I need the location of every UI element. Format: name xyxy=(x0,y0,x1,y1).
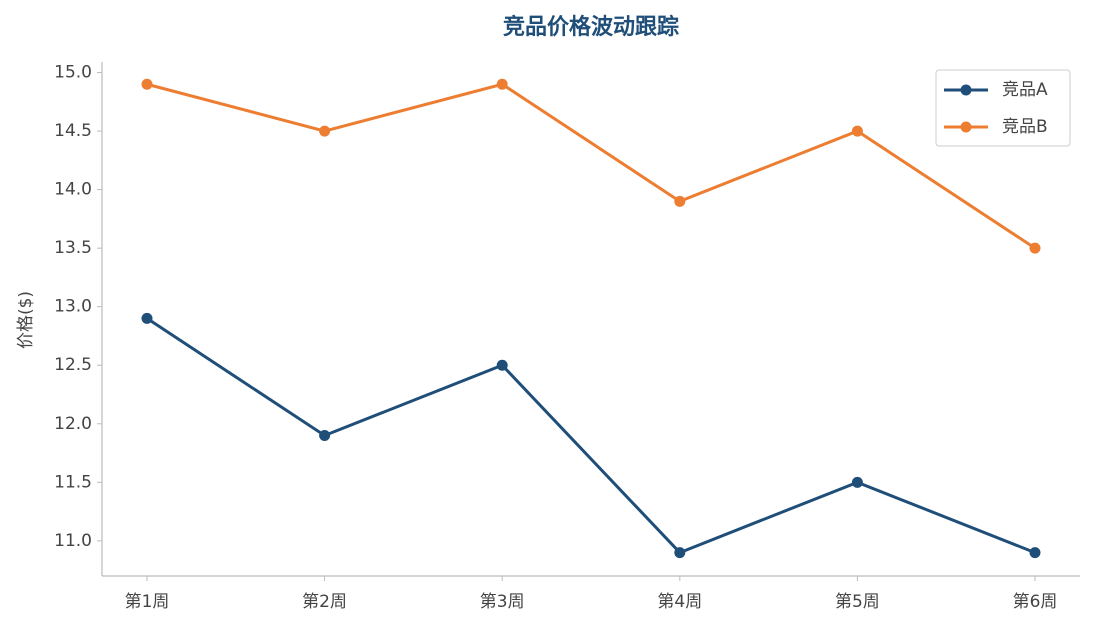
chart-title: 竞品价格波动跟踪 xyxy=(503,14,679,40)
marker xyxy=(851,125,863,137)
y-tick-label: 11.0 xyxy=(54,531,92,551)
legend-label: 竞品A xyxy=(1002,80,1048,100)
x-tick-label: 第2周 xyxy=(302,592,347,612)
marker xyxy=(1029,547,1041,559)
x-tick-label: 第5周 xyxy=(835,592,880,612)
line xyxy=(146,82,1036,250)
marker xyxy=(1029,242,1041,254)
marker xyxy=(319,429,331,441)
y-tick-label: 15.0 xyxy=(54,63,92,83)
marker xyxy=(141,78,153,90)
marker xyxy=(674,195,686,207)
x-tick-label: 第4周 xyxy=(657,592,702,612)
x-tick-label: 第6周 xyxy=(1013,592,1058,612)
y-tick-label: 12.0 xyxy=(54,414,92,434)
y-axis-label: 价格($) xyxy=(16,291,36,349)
marker xyxy=(496,78,508,90)
line xyxy=(146,317,1036,555)
y-tick-label: 13.0 xyxy=(54,297,92,317)
y-tick-label: 14.0 xyxy=(54,180,92,200)
marker xyxy=(851,476,863,488)
y-tick-label: 13.5 xyxy=(54,238,92,258)
legend-marker xyxy=(960,121,972,133)
legend: 竞品A 竞品B xyxy=(935,69,1071,147)
marker xyxy=(319,125,331,137)
y-tick-label: 11.5 xyxy=(54,472,92,492)
legend-marker xyxy=(960,84,972,96)
y-tick-label: 12.5 xyxy=(54,355,92,375)
marker xyxy=(674,547,686,559)
marker xyxy=(496,359,508,371)
marker xyxy=(141,312,153,324)
y-tick-label: 14.5 xyxy=(54,121,92,141)
x-tick-label: 第1周 xyxy=(125,592,170,612)
legend-label: 竞品B xyxy=(1002,117,1048,137)
x-tick-label: 第3周 xyxy=(480,592,525,612)
